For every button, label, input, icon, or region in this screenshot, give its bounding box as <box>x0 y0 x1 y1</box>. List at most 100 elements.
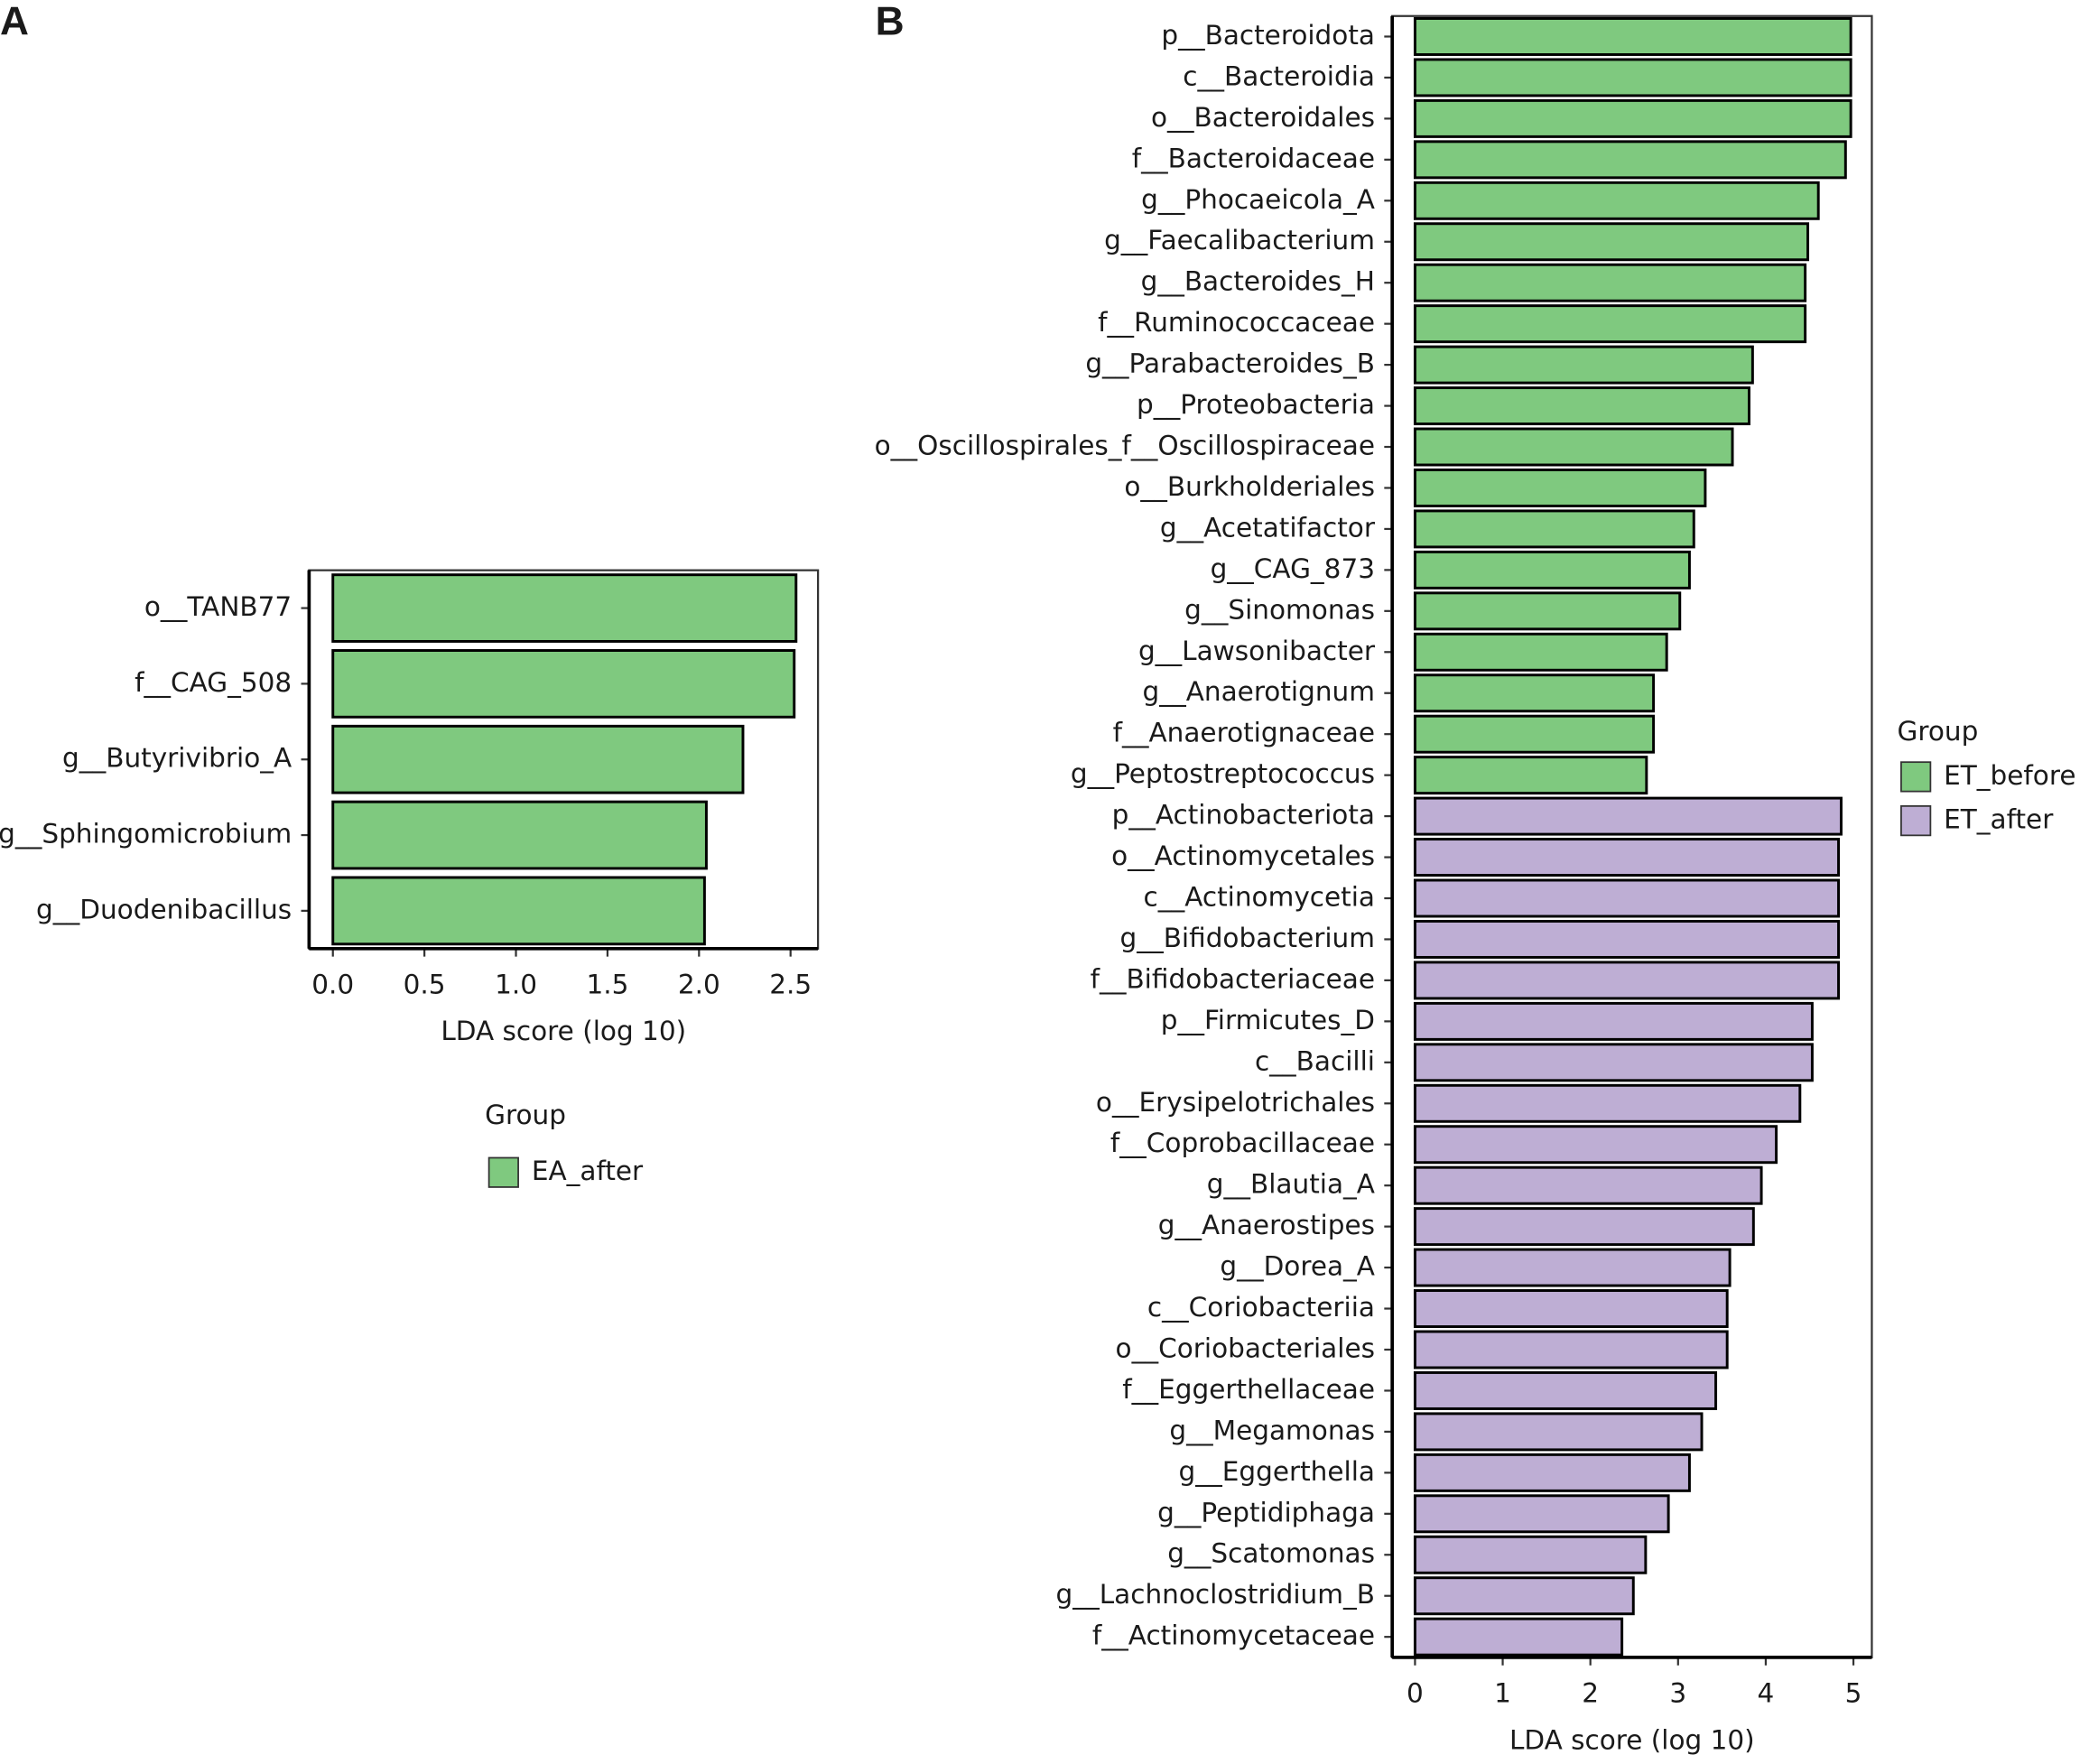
bar <box>1413 919 1841 959</box>
y-tick-label: g__Bifidobacterium <box>1119 923 1375 953</box>
bar <box>331 573 798 643</box>
x-axis-label: LDA score (log 10) <box>441 1016 686 1046</box>
panel-label: B <box>876 0 905 43</box>
bar <box>1413 98 1852 138</box>
legend-title: Group <box>1897 716 1978 747</box>
y-tick-label: g__Peptostreptococcus <box>1071 758 1375 789</box>
bar <box>1413 756 1648 795</box>
x-tick-label: 2.5 <box>769 970 812 1000</box>
y-tick-label: f__Anaerotignaceae <box>1113 718 1375 748</box>
y-tick-label: p__Bacteroidota <box>1161 20 1375 51</box>
bar <box>1413 1083 1802 1123</box>
x-tick-label: 0.0 <box>311 970 354 1000</box>
bar <box>1413 222 1810 262</box>
y-tick-label: o__Oscillospirales_f__Oscillospiraceae <box>875 431 1375 461</box>
x-tick-label: 2 <box>1582 1678 1599 1709</box>
x-tick-label: 2.0 <box>678 970 720 1000</box>
bar <box>1413 1207 1755 1247</box>
x-tick-label: 4 <box>1758 1678 1775 1709</box>
bar <box>1413 1289 1729 1329</box>
legend-title: Group <box>485 1100 566 1130</box>
y-tick-label: g__Anaerostipes <box>1158 1210 1375 1240</box>
bar <box>1413 878 1841 918</box>
bar <box>1413 714 1656 754</box>
y-tick-label: c__Actinomycetia <box>1143 882 1375 913</box>
bar <box>331 649 796 719</box>
x-tick-label: 0.5 <box>404 970 446 1000</box>
legend-swatch <box>1900 761 1932 793</box>
y-tick-label: o__Burkholderiales <box>1124 471 1375 502</box>
y-tick-label: g__Anaerotignum <box>1143 676 1375 707</box>
x-tick-label: 0 <box>1407 1678 1424 1709</box>
x-tick-label: 1 <box>1494 1678 1511 1709</box>
y-tick-label: f__Bacteroidaceae <box>1132 143 1375 173</box>
bar <box>1413 468 1707 507</box>
bar <box>1413 1370 1718 1410</box>
bar <box>1413 1412 1704 1452</box>
bar <box>1413 591 1682 631</box>
bar <box>1413 673 1656 713</box>
bar <box>1413 345 1754 385</box>
y-tick-label: g__Lawsonibacter <box>1138 636 1376 666</box>
y-tick-label: g__Sphingomicrobium <box>0 819 292 850</box>
y-tick-label: g__Parabacteroides_B <box>1085 348 1375 379</box>
bar <box>331 876 706 946</box>
bar <box>1413 1494 1670 1534</box>
x-tick-label: 1.5 <box>586 970 628 1000</box>
bar <box>1413 1001 1814 1041</box>
bar <box>1413 263 1807 302</box>
bar <box>1413 140 1847 180</box>
y-tick-label: o__Erysipelotrichales <box>1096 1087 1375 1118</box>
bar <box>331 800 708 870</box>
y-tick-label: g__Faecalibacterium <box>1104 225 1375 255</box>
y-tick-label: g__Phocaeicola_A <box>1141 184 1375 215</box>
bar <box>1413 386 1750 426</box>
legend-label: ET_before <box>1944 760 2075 791</box>
bar <box>1413 509 1695 549</box>
bar <box>1413 1535 1648 1574</box>
y-tick-label: p__Proteobacteria <box>1137 389 1375 420</box>
y-tick-label: f__Bifidobacteriaceae <box>1091 963 1375 994</box>
bar <box>1413 838 1841 877</box>
bar <box>1413 1248 1732 1287</box>
y-tick-label: p__Firmicutes_D <box>1161 1005 1375 1035</box>
y-tick-label: g__Acetatifactor <box>1160 512 1376 543</box>
x-tick-label: 1.0 <box>495 970 537 1000</box>
y-tick-label: g__Lachnoclostridium_B <box>1056 1579 1375 1610</box>
y-tick-label: f__Ruminococcaceae <box>1098 307 1375 338</box>
y-tick-label: c__Bacilli <box>1255 1045 1375 1076</box>
panel-label: A <box>0 0 29 43</box>
y-tick-label: g__Blautia_A <box>1207 1169 1375 1200</box>
x-axis-label: LDA score (log 10) <box>1509 1724 1755 1755</box>
plot-frame <box>1391 14 1873 1659</box>
y-tick-label: g__Duodenibacillus <box>36 894 292 924</box>
y-tick-label: g__Dorea_A <box>1220 1251 1375 1282</box>
y-tick-label: g__CAG_873 <box>1211 553 1375 584</box>
legend-label: ET_after <box>1944 804 2054 835</box>
bar <box>1413 1453 1691 1492</box>
bar <box>1413 961 1841 1000</box>
y-tick-label: p__Actinobacteriota <box>1112 800 1375 831</box>
y-tick-label: g__Eggerthella <box>1179 1456 1375 1487</box>
y-tick-label: f__Actinomycetaceae <box>1092 1620 1375 1651</box>
bar <box>331 724 745 794</box>
bar <box>1413 1330 1729 1369</box>
bar <box>1413 1576 1635 1616</box>
bar <box>1413 17 1852 56</box>
legend-swatch <box>1900 804 1932 837</box>
y-tick-label: f__CAG_508 <box>135 667 292 698</box>
x-tick-label: 5 <box>1845 1678 1862 1709</box>
y-tick-label: o__Bacteroidales <box>1151 102 1375 133</box>
y-tick-label: g__Sinomonas <box>1184 594 1375 625</box>
bar <box>1413 1125 1778 1165</box>
y-tick-label: g__Bacteroides_H <box>1141 266 1375 297</box>
legend-label: EA_after <box>532 1156 644 1186</box>
y-tick-label: c__Bacteroidia <box>1183 60 1375 91</box>
bar <box>1413 1165 1763 1205</box>
y-tick-label: f__Eggerthellaceae <box>1122 1374 1375 1405</box>
bar <box>1413 304 1807 344</box>
bar <box>1413 1043 1814 1082</box>
y-tick-label: g__Peptidiphaga <box>1157 1497 1375 1527</box>
